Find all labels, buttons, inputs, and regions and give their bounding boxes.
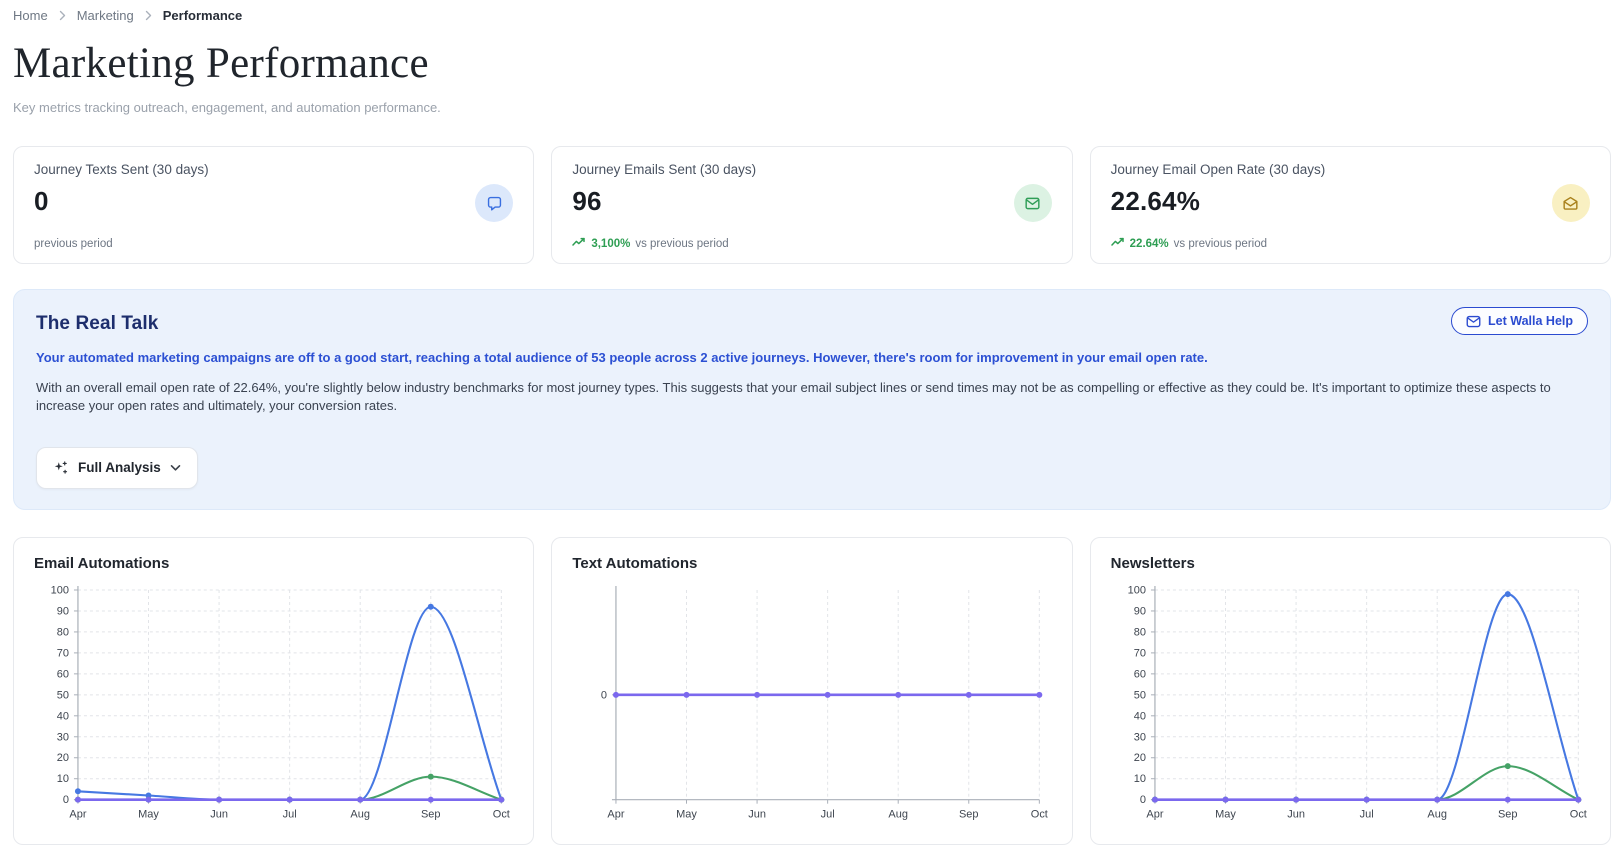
svg-text:Aug: Aug [1427, 809, 1447, 821]
svg-text:May: May [1215, 809, 1236, 821]
envelope-icon [1014, 184, 1052, 222]
chart-card-text-automations: Text Automations 0 Apr May Jun Jul Aug Sep Oct [551, 537, 1072, 845]
svg-text:Jun: Jun [210, 809, 228, 821]
kpi-value: 0 [34, 186, 513, 217]
page-subtitle: Key metrics tracking outreach, engagemen… [13, 100, 1611, 115]
svg-text:70: 70 [57, 647, 69, 659]
svg-text:80: 80 [57, 626, 69, 638]
marketing-performance-page: Home Marketing Performance Marketing Per… [0, 0, 1624, 845]
svg-text:100: 100 [1127, 584, 1145, 596]
svg-text:Apr: Apr [1146, 809, 1163, 821]
kpi-trend-suffix: vs previous period [1174, 238, 1267, 250]
chevron-right-icon [145, 10, 152, 21]
chart-card-newsletters: Newsletters 0 10 20 30 40 50 60 70 80 90 100 Apr May… [1090, 537, 1611, 845]
svg-text:100: 100 [51, 584, 69, 596]
mail-icon [1466, 315, 1481, 328]
kpi-value: 22.64% [1111, 186, 1590, 217]
trending-up-icon [1111, 237, 1125, 250]
full-analysis-button[interactable]: Full Analysis [36, 447, 198, 489]
let-walla-help-button[interactable]: Let Walla Help [1451, 307, 1588, 335]
svg-text:Jul: Jul [821, 809, 835, 821]
page-title: Marketing Performance [13, 39, 1611, 88]
kpi-trend-value: 22.64% [1130, 238, 1169, 250]
kpi-value: 96 [572, 186, 1051, 217]
kpi-trend-row: previous period [34, 238, 113, 250]
sparkles-icon [53, 460, 69, 476]
svg-text:80: 80 [1133, 626, 1145, 638]
envelope-open-icon [1552, 184, 1590, 222]
kpi-label: Journey Email Open Rate (30 days) [1111, 162, 1590, 177]
svg-text:30: 30 [1133, 731, 1145, 743]
svg-text:Jul: Jul [283, 809, 297, 821]
chart-title: Text Automations [572, 555, 1051, 572]
svg-text:Oct: Oct [1569, 809, 1586, 821]
breadcrumb-performance: Performance [163, 8, 242, 23]
chart-card-email-automations: Email Automations 0 10 20 30 40 50 60 70 80 90 100… [13, 537, 534, 845]
svg-text:Aug: Aug [889, 809, 909, 821]
kpi-trend-suffix: vs previous period [635, 238, 728, 250]
kpi-card-journey-emails: Journey Emails Sent (30 days) 96 3,100% … [551, 146, 1072, 264]
svg-text:20: 20 [57, 752, 69, 764]
kpi-trend-row: 22.64% vs previous period [1111, 237, 1267, 250]
svg-text:Sep: Sep [1498, 809, 1518, 821]
svg-text:Jun: Jun [749, 809, 767, 821]
svg-text:40: 40 [1133, 710, 1145, 722]
kpi-cards-row: Journey Texts Sent (30 days) 0 previous … [13, 146, 1611, 264]
newsletters-line-chart: 0 10 20 30 40 50 60 70 80 90 100 Apr May Jun Jul Aug Sep… [1111, 580, 1590, 828]
svg-text:10: 10 [1133, 773, 1145, 785]
real-talk-title: The Real Talk [36, 313, 1588, 335]
breadcrumb-home[interactable]: Home [13, 8, 48, 23]
svg-text:May: May [676, 809, 697, 821]
kpi-label: Journey Texts Sent (30 days) [34, 162, 513, 177]
svg-text:20: 20 [1133, 752, 1145, 764]
svg-text:Apr: Apr [69, 809, 86, 821]
svg-text:Jun: Jun [1287, 809, 1305, 821]
svg-text:60: 60 [1133, 668, 1145, 680]
svg-text:Oct: Oct [493, 809, 510, 821]
svg-text:May: May [138, 809, 159, 821]
email-automations-line-chart: 0 10 20 30 40 50 60 70 80 90 100 Apr May Jun Jul Aug Sep… [34, 580, 513, 828]
kpi-label: Journey Emails Sent (30 days) [572, 162, 1051, 177]
svg-text:90: 90 [1133, 605, 1145, 617]
svg-text:Sep: Sep [959, 809, 979, 821]
svg-text:40: 40 [57, 710, 69, 722]
svg-text:70: 70 [1133, 647, 1145, 659]
kpi-trend-value: 3,100% [591, 238, 630, 250]
chevron-right-icon [59, 10, 66, 21]
chart-title: Newsletters [1111, 555, 1590, 572]
svg-text:10: 10 [57, 773, 69, 785]
real-talk-lead: Your automated marketing campaigns are o… [36, 350, 1588, 365]
breadcrumb: Home Marketing Performance [13, 0, 1611, 23]
svg-text:0: 0 [1140, 794, 1146, 806]
kpi-trend-suffix: previous period [34, 238, 113, 250]
kpi-trend-row: 3,100% vs previous period [572, 237, 728, 250]
charts-row: Email Automations 0102030405060708090100… [13, 537, 1611, 845]
let-walla-help-label: Let Walla Help [1488, 314, 1573, 328]
kpi-card-open-rate: Journey Email Open Rate (30 days) 22.64%… [1090, 146, 1611, 264]
svg-text:Oct: Oct [1031, 809, 1048, 821]
svg-text:50: 50 [57, 689, 69, 701]
full-analysis-label: Full Analysis [78, 460, 161, 475]
svg-text:0: 0 [63, 794, 69, 806]
svg-text:Aug: Aug [350, 809, 370, 821]
kpi-card-journey-texts: Journey Texts Sent (30 days) 0 previous … [13, 146, 534, 264]
trending-up-icon [572, 237, 586, 250]
chart-title: Email Automations [34, 555, 513, 572]
real-talk-body: With an overall email open rate of 22.64… [36, 379, 1566, 415]
svg-text:Apr: Apr [608, 809, 625, 821]
text-automations-line-chart: 0 Apr May Jun Jul Aug Sep Oct [572, 580, 1051, 828]
svg-text:30: 30 [57, 731, 69, 743]
svg-text:Jul: Jul [1359, 809, 1373, 821]
svg-text:50: 50 [1133, 689, 1145, 701]
svg-text:90: 90 [57, 605, 69, 617]
breadcrumb-marketing[interactable]: Marketing [77, 8, 134, 23]
svg-text:Sep: Sep [421, 809, 441, 821]
chevron-down-icon [170, 464, 181, 472]
real-talk-panel: The Real Talk Let Walla Help Your automa… [13, 289, 1611, 510]
svg-text:0: 0 [601, 689, 607, 701]
svg-text:60: 60 [57, 668, 69, 680]
